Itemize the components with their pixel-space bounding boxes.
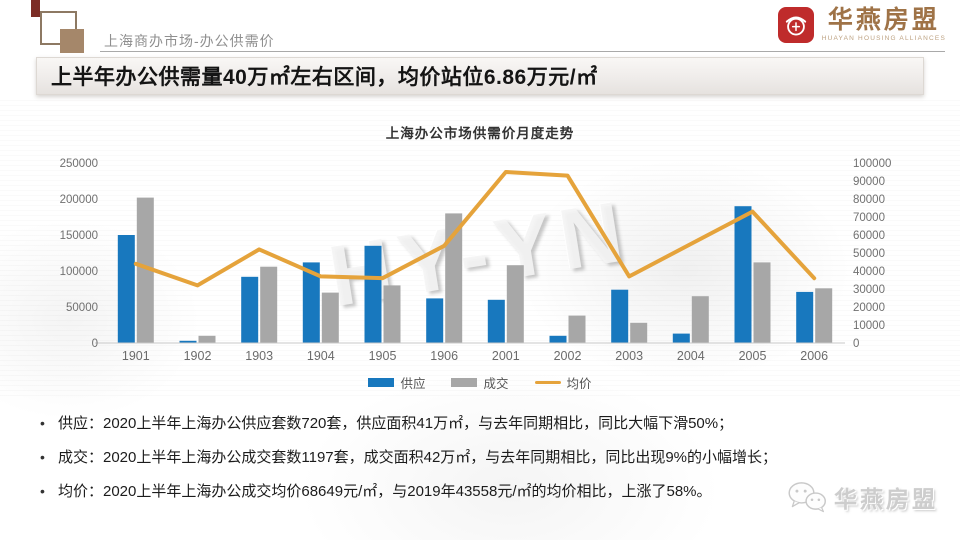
right-axis-tick: 30000 xyxy=(853,284,885,296)
right-axis-tick: 20000 xyxy=(853,302,885,314)
footer-watermark-text: 华燕房盟 xyxy=(834,486,938,512)
chart-section: HY-YN 上海办公市场供需价月度走势 0 50000 100000 150000 20… xyxy=(0,100,960,540)
logo-caption: HUAYAN HOUSING ALLIANCES xyxy=(821,35,946,42)
x-axis-label-1902: 1902 xyxy=(184,349,212,363)
bar-deal-1905 xyxy=(383,285,401,343)
bar-deal-1903 xyxy=(260,266,278,343)
right-axis-tick: 100000 xyxy=(853,158,891,170)
bullet-price-text: 均价：2020上半年上海办公成交均价68649元/㎡，与2019年43558元/… xyxy=(58,483,712,500)
bar-supply-1903 xyxy=(241,276,259,343)
bar-deal-1902 xyxy=(198,335,216,343)
legend-item-supply: 供应 xyxy=(368,373,425,392)
bar-supply-2001 xyxy=(487,299,505,343)
chart-legend: 供应 成交 均价 xyxy=(0,373,960,392)
bullet-price: • 均价：2020上半年上海办公成交均价68649元/㎡，与2019年43558… xyxy=(40,481,925,502)
huayan-logo-icon xyxy=(777,7,814,43)
x-axis-label-2005: 2005 xyxy=(739,349,767,363)
legend-item-avg-price: 均价 xyxy=(534,373,592,392)
header-divider xyxy=(100,51,945,52)
right-axis-tick: 70000 xyxy=(853,212,885,224)
right-axis-tick: 60000 xyxy=(853,230,885,242)
bar-deal-2004 xyxy=(691,296,709,343)
bullet-dot: • xyxy=(40,449,45,465)
left-axis-tick: 250000 xyxy=(60,158,98,170)
bar-deal-2001 xyxy=(506,265,524,343)
bullet-dot: • xyxy=(40,483,45,499)
legend-swatch-deal xyxy=(451,378,478,387)
left-axis-tick: 200000 xyxy=(60,194,98,206)
bar-supply-2002 xyxy=(549,335,567,343)
chart-title: 上海办公市场供需价月度走势 xyxy=(385,126,575,141)
right-axis-tick: 90000 xyxy=(853,176,885,188)
bar-deal-2005 xyxy=(753,262,771,343)
x-axis-label-2001: 2001 xyxy=(492,349,520,363)
wechat-icon xyxy=(788,482,826,513)
x-axis-label-2006: 2006 xyxy=(800,349,828,363)
legend-swatch-avg-price xyxy=(534,380,561,385)
supply-demand-price-chart: 0 50000 100000 150000 200000 250000 0 10000 2000… xyxy=(60,158,892,363)
bar-deal-1904 xyxy=(321,292,339,343)
bar-supply-1905 xyxy=(364,245,382,343)
x-axis-label-2004: 2004 xyxy=(677,349,705,363)
bar-supply-1901 xyxy=(117,235,135,343)
legend-label-avg-price: 均价 xyxy=(566,377,592,391)
footer-watermark: 华燕房盟 xyxy=(786,480,938,514)
bar-deal-2002 xyxy=(568,315,586,343)
bar-supply-2006 xyxy=(796,291,814,343)
bar-supply-2004 xyxy=(672,333,690,343)
title-banner: 上半年办公供需量40万㎡左右区间，均价站位6.86万元/㎡ xyxy=(36,57,924,95)
page-title: 上半年办公供需量40万㎡左右区间，均价站位6.86万元/㎡ xyxy=(51,66,598,89)
x-axis-label-1905: 1905 xyxy=(369,349,397,363)
x-axis-label-2003: 2003 xyxy=(615,349,643,363)
right-axis-tick: 50000 xyxy=(853,248,885,260)
bar-supply-2003 xyxy=(611,289,629,343)
bullet-deal-text: 成交：2020上半年上海办公成交套数1197套，成交面积42万㎡，与去年同期相比… xyxy=(58,449,777,466)
legend-item-deal: 成交 xyxy=(451,373,509,392)
left-axis-tick: 0 xyxy=(92,338,98,350)
right-axis-tick: 80000 xyxy=(853,194,885,206)
right-axis-tick: 0 xyxy=(853,338,859,350)
left-axis-tick: 150000 xyxy=(60,230,98,242)
x-axis-label-1904: 1904 xyxy=(307,349,335,363)
square-fill-decoration xyxy=(60,29,84,53)
logo-name: 华燕房盟 xyxy=(827,7,940,34)
corner-accent-block xyxy=(31,0,40,17)
legend-swatch-supply xyxy=(368,378,395,387)
square-outline-decoration xyxy=(40,11,77,45)
bar-supply-1906 xyxy=(426,298,444,343)
line-avg-price xyxy=(133,170,817,288)
x-axis-label-2002: 2002 xyxy=(554,349,582,363)
bullet-dot: • xyxy=(40,415,45,431)
right-axis-tick: 40000 xyxy=(853,266,885,278)
legend-label-supply: 供应 xyxy=(400,377,426,391)
legend-label-deal: 成交 xyxy=(483,377,509,391)
bar-supply-1902 xyxy=(179,340,197,343)
bar-deal-1901 xyxy=(136,197,154,343)
bullet-deal: • 成交：2020上半年上海办公成交套数1197套，成交面积42万㎡，与去年同期… xyxy=(40,447,925,468)
breadcrumb: 上海商办市场-办公供需价 xyxy=(104,33,275,49)
x-axis-label-1901: 1901 xyxy=(122,349,150,363)
left-axis-tick: 50000 xyxy=(66,302,98,314)
bullet-supply-text: 供应：2020上半年上海办公供应套数720套，供应面积41万㎡，与去年同期相比，… xyxy=(58,415,734,432)
bar-deal-2006 xyxy=(815,288,833,343)
x-axis-label-1906: 1906 xyxy=(430,349,458,363)
bar-supply-2005 xyxy=(734,206,752,343)
bar-deal-2003 xyxy=(630,322,648,343)
x-axis-label-1903: 1903 xyxy=(245,349,273,363)
left-axis-tick: 100000 xyxy=(60,266,98,278)
right-axis-tick: 10000 xyxy=(853,320,885,332)
huayan-logo: 华燕房盟 HUAYAN HOUSING ALLIANCES xyxy=(777,7,946,43)
bar-deal-1906 xyxy=(445,213,463,343)
seal-emblem-icon xyxy=(785,16,806,36)
summary-bullets: • 供应：2020上半年上海办公供应套数720套，供应面积41万㎡，与去年同期相… xyxy=(40,413,925,515)
bar-supply-1904 xyxy=(302,262,320,343)
bullet-supply: • 供应：2020上半年上海办公供应套数720套，供应面积41万㎡，与去年同期相… xyxy=(40,413,925,434)
